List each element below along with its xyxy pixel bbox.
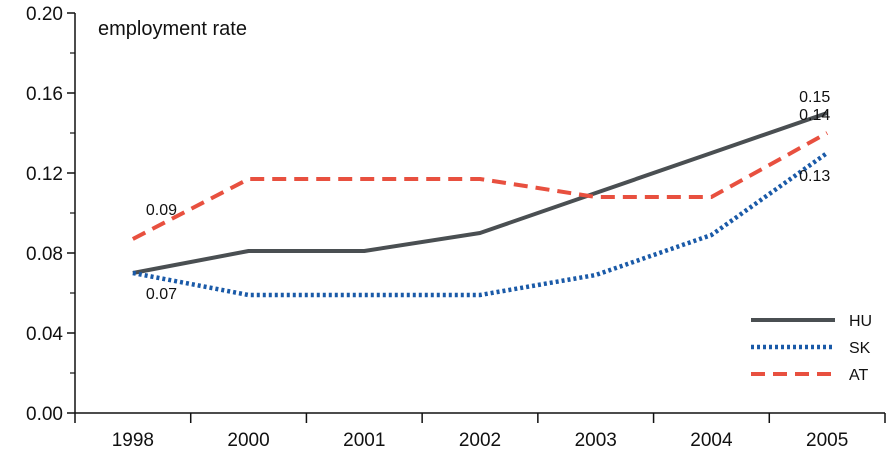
x-tick-label: 2000 [227,430,269,451]
y-tick-label: 0.00 [26,404,63,425]
series-layer [131,111,829,298]
chart-title: employment rate [98,18,247,40]
data-label-hu: 0.15 [799,89,830,106]
data-label-at: 0.14 [799,107,830,124]
series-line-sk [132,151,829,298]
x-tick-label: 2001 [343,430,385,451]
y-tick-label: 0.04 [26,324,63,345]
y-tick-label: 0.16 [26,84,63,105]
axes: 0.00 0.04 0.08 0.12 0.16 0.20 1998 2000 2001 2002… [26,4,886,451]
legend-label-sk: SK [849,340,871,357]
data-label-at: 0.09 [146,202,177,219]
y-tick-label: 0.08 [26,244,63,265]
series-line-hu [132,111,828,275]
series-line-at [131,131,829,241]
y-tick-label: 0.12 [26,164,63,185]
x-tick-label: 2005 [806,430,848,451]
labels-layer: 0.09 0.07 0.150.14 0.13 [146,89,831,303]
x-tick-label: 2002 [459,430,501,451]
data-label-sk: 0.07 [146,286,177,303]
x-tick-label: 2003 [575,430,617,451]
legend: HU SK AT [751,313,872,384]
y-tick-label: 0.20 [26,4,63,25]
x-tick-label: 1998 [112,430,154,451]
legend-label-at: AT [849,367,868,384]
data-label-sk: 0.13 [799,168,830,185]
legend-label-hu: HU [849,313,872,330]
x-tick-label: 2004 [690,430,733,451]
